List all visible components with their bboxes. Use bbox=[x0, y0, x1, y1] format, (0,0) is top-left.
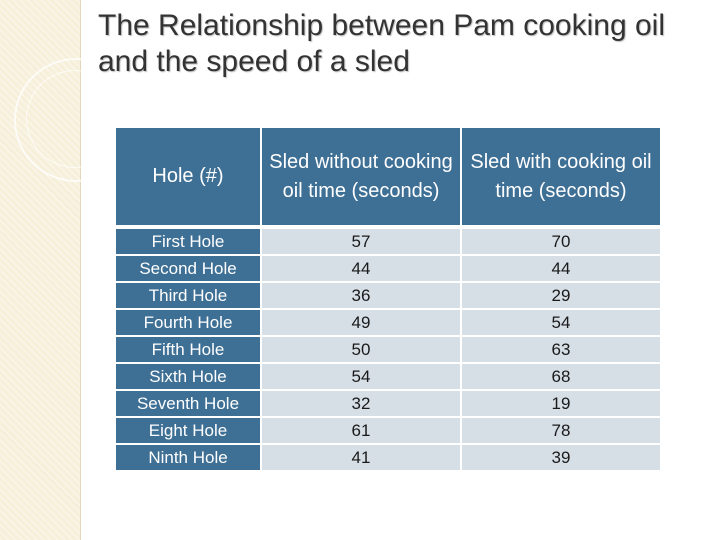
with-oil-cell: 70 bbox=[460, 226, 662, 256]
without-oil-cell: 49 bbox=[260, 308, 462, 337]
table-row: Fifth Hole 50 63 bbox=[114, 335, 662, 364]
header-with-oil: Sled with cooking oil time (seconds) bbox=[460, 126, 662, 228]
data-table: Hole (#) Sled without cooking oil time (… bbox=[114, 126, 662, 472]
with-oil-cell: 54 bbox=[460, 308, 662, 337]
with-oil-cell: 39 bbox=[460, 443, 662, 472]
table-row: Second Hole 44 44 bbox=[114, 254, 662, 283]
with-oil-cell: 68 bbox=[460, 362, 662, 391]
table-row: Fourth Hole 49 54 bbox=[114, 308, 662, 337]
table-row: Seventh Hole 32 19 bbox=[114, 389, 662, 418]
table-header-row: Hole (#) Sled without cooking oil time (… bbox=[114, 126, 662, 228]
with-oil-cell: 29 bbox=[460, 281, 662, 310]
decorative-ring bbox=[14, 58, 138, 182]
without-oil-cell: 54 bbox=[260, 362, 462, 391]
hole-cell: Fourth Hole bbox=[114, 308, 262, 337]
table-row: Sixth Hole 54 68 bbox=[114, 362, 662, 391]
with-oil-cell: 78 bbox=[460, 416, 662, 445]
with-oil-cell: 19 bbox=[460, 389, 662, 418]
without-oil-cell: 57 bbox=[260, 226, 462, 256]
with-oil-cell: 44 bbox=[460, 254, 662, 283]
hole-cell: Second Hole bbox=[114, 254, 262, 283]
hole-cell: First Hole bbox=[114, 226, 262, 256]
without-oil-cell: 44 bbox=[260, 254, 462, 283]
slide-title: The Relationship between Pam cooking oil… bbox=[98, 9, 665, 78]
hole-cell: Fifth Hole bbox=[114, 335, 262, 364]
without-oil-cell: 36 bbox=[260, 281, 462, 310]
without-oil-cell: 50 bbox=[260, 335, 462, 364]
decorative-ring-inner bbox=[26, 70, 124, 168]
table-row: Third Hole 36 29 bbox=[114, 281, 662, 310]
header-without-oil: Sled without cooking oil time (seconds) bbox=[260, 126, 462, 228]
table-row: First Hole 57 70 bbox=[114, 226, 662, 256]
with-oil-cell: 63 bbox=[460, 335, 662, 364]
hole-cell: Eight Hole bbox=[114, 416, 262, 445]
header-hole: Hole (#) bbox=[114, 126, 262, 228]
without-oil-cell: 41 bbox=[260, 443, 462, 472]
without-oil-cell: 32 bbox=[260, 389, 462, 418]
without-oil-cell: 61 bbox=[260, 416, 462, 445]
table-row: Eight Hole 61 78 bbox=[114, 416, 662, 445]
hole-cell: Seventh Hole bbox=[114, 389, 262, 418]
table-row: Ninth Hole 41 39 bbox=[114, 443, 662, 472]
hole-cell: Sixth Hole bbox=[114, 362, 262, 391]
hole-cell: Third Hole bbox=[114, 281, 262, 310]
hole-cell: Ninth Hole bbox=[114, 443, 262, 472]
